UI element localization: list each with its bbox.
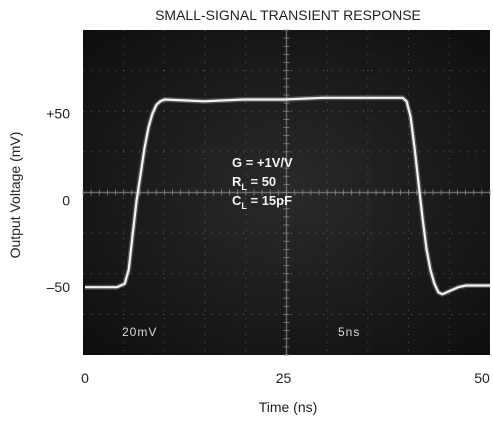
annotation-text: G = +1V/V: [232, 155, 293, 170]
annotation: RL = 50: [232, 174, 276, 192]
graticule: [82, 29, 491, 356]
y-tick-label: +50: [46, 105, 70, 121]
annotation-sub: L: [241, 182, 247, 192]
y-tick-label: –50: [47, 279, 71, 295]
chart-title: SMALL-SIGNAL TRANSIENT RESPONSE: [155, 7, 421, 23]
y-tick-label: 0: [62, 192, 70, 208]
trace: [85, 96, 490, 296]
annotation-sub: L: [241, 201, 247, 211]
x-axis-title: Time (ns): [259, 399, 318, 415]
annotation-after: = 50: [247, 174, 276, 189]
annotation-text: C: [232, 193, 242, 208]
x-tick-label: 50: [474, 370, 490, 386]
x-tick-label: 25: [276, 370, 292, 386]
annotation-text: R: [232, 174, 242, 189]
annotation: CL = 15pF: [232, 193, 292, 211]
annotation: G = +1V/V: [232, 155, 293, 170]
scope-label: 20mV: [122, 325, 157, 339]
scope-label: 5ns: [338, 325, 360, 339]
annotation-after: = 15pF: [247, 193, 292, 208]
y-axis-title: Output Voltage (mV): [7, 132, 23, 259]
x-tick-label: 0: [81, 370, 89, 386]
